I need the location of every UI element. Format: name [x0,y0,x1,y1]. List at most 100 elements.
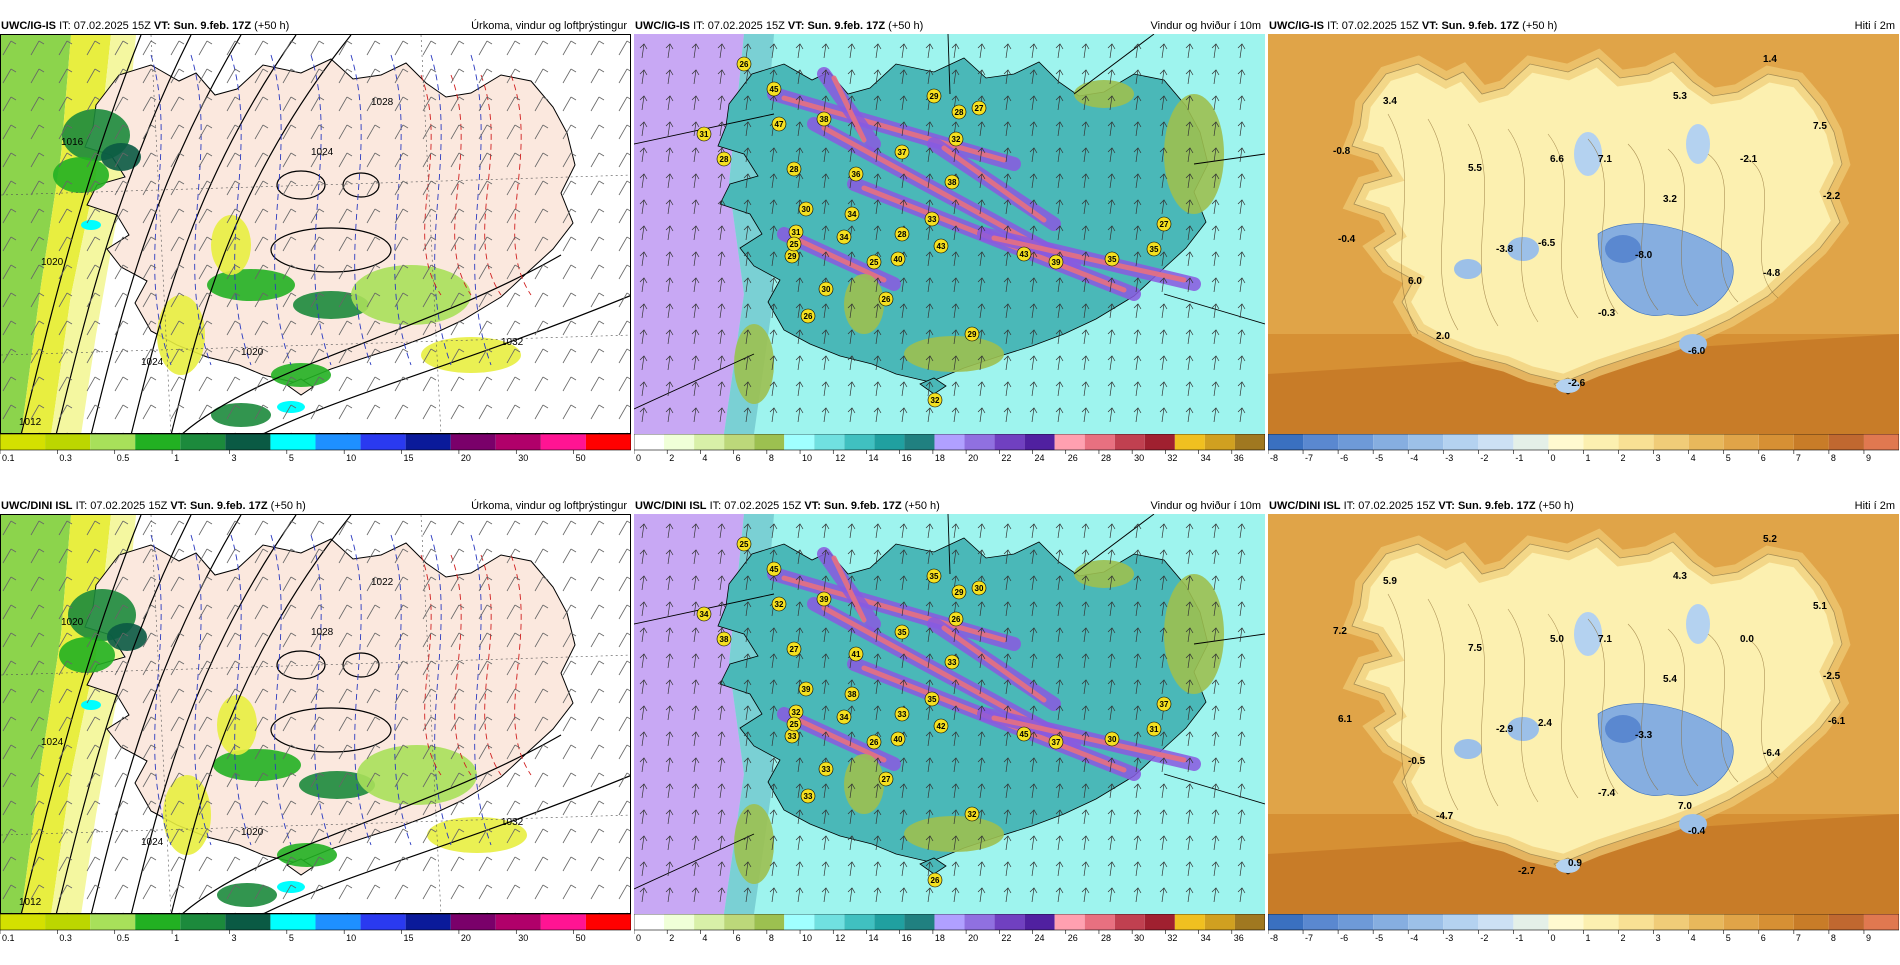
it-value: 07.02.2025 15Z [90,500,168,512]
svg-text:34: 34 [700,610,709,619]
isobar-label: 1024 [141,837,164,848]
gust-label: 27 [878,771,894,787]
colorbar-tick: -6 [1340,933,1348,942]
temperature-label: 3.2 [1663,194,1677,205]
colorbar-tick: 3 [1656,453,1661,462]
temperature-label: -4.8 [1763,268,1781,279]
temperature-label: -8.0 [1635,250,1653,261]
svg-text:26: 26 [804,312,813,321]
temperature-label: 7.5 [1813,121,1827,132]
colorbar-tick: -7 [1305,933,1313,942]
colorbar-tick: 28 [1101,933,1111,942]
gust-label: 26 [866,734,882,750]
temperature-label: -0.3 [1598,308,1616,319]
model-name: UWC/DINI ISL [1269,500,1341,512]
gust-label: 33 [894,706,910,722]
gust-label: 31 [788,224,804,240]
isobar-label: 1024 [41,737,64,748]
svg-text:29: 29 [930,92,939,101]
colorbar-tick: 50 [576,933,586,942]
svg-text:39: 39 [1052,258,1061,267]
temperature-label: 7.0 [1678,801,1692,812]
colorbar-tick: -5 [1375,453,1383,462]
gust-label: 43 [933,238,949,254]
svg-text:26: 26 [740,60,749,69]
colorbar-tick: -2 [1480,933,1488,942]
svg-text:31: 31 [792,228,801,237]
colorbar-tick: 1 [1586,933,1591,942]
colorbar-tick: -7 [1305,453,1313,462]
svg-text:30: 30 [1108,735,1117,744]
temperature-label: 5.4 [1663,674,1677,685]
gust-label: 45 [1016,726,1032,742]
wind-map: 25 45 34 38 32 39 27 35 29 30 41 35 26 33 35 39 38 34 32 33… [634,514,1265,914]
svg-text:34: 34 [848,210,857,219]
svg-text:31: 31 [1150,725,1159,734]
temp-colorbar: -8 -7 -6 -5 -4 -3 -2 -1 0 1 2 3 4 5 6 7 8 9 [1268,914,1899,942]
gust-label: 32 [771,596,787,612]
temperature-label: -6.4 [1763,748,1781,759]
colorbar-tick: 1 [174,933,179,942]
isobar-label: 1024 [311,147,334,158]
temp-panel-row0: UWC/IG-IS IT: 07.02.2025 15Z VT: Sun. 9.… [1268,15,1899,485]
svg-text:28: 28 [955,108,964,117]
it-label: IT: [693,20,705,32]
colorbar-tick: 20 [461,453,471,462]
colorbar-tick: 8 [1831,933,1836,942]
gust-label: 43 [1016,246,1032,262]
it-label: IT: [1327,20,1339,32]
temperature-label: 7.1 [1598,634,1612,645]
temperature-label: -3.3 [1635,730,1653,741]
colorbar-tick: 6 [1761,933,1766,942]
svg-text:33: 33 [804,792,813,801]
panel-header: UWC/DINI ISL IT: 07.02.2025 15Z VT: Sun.… [1268,499,1899,513]
it-value: 07.02.2025 15Z [707,20,785,32]
svg-text:25: 25 [790,720,799,729]
svg-text:40: 40 [894,255,903,264]
svg-text:30: 30 [802,205,811,214]
it-label: IT: [1343,500,1356,512]
colorbar-tick: 0.1 [2,453,15,462]
gust-label: 29 [926,88,942,104]
isobar-label: 1024 [141,357,164,368]
colorbar-tick: 2 [669,453,674,462]
gust-label: 38 [844,686,860,702]
temperature-label: -7.4 [1598,788,1616,799]
svg-text:33: 33 [822,765,831,774]
svg-text:32: 32 [968,810,977,819]
temperature-label: -2.7 [1518,866,1536,877]
gust-label: 32 [964,806,980,822]
gust-label: 27 [971,100,987,116]
gust-label: 39 [1048,254,1064,270]
temperature-label: 5.5 [1468,163,1482,174]
gust-label: 45 [766,81,782,97]
colorbar-tick: 12 [835,453,845,462]
gust-label: 28 [894,226,910,242]
gust-label: 29 [964,326,980,342]
svg-text:36: 36 [852,170,861,179]
temperature-label: -4.7 [1436,811,1454,822]
colorbar-tick: 0 [1550,453,1555,462]
isobar-label: 1020 [61,617,84,628]
colorbar-tick: -2 [1480,453,1488,462]
isobar-label: 1032 [501,337,524,348]
panel-title: Hiti í 2m [1854,20,1895,32]
gust-label: 28 [951,104,967,120]
svg-text:29: 29 [955,588,964,597]
gust-label: 31 [1146,721,1162,737]
colorbar-tick: -1 [1515,453,1523,462]
svg-text:28: 28 [720,155,729,164]
temperature-label: -0.8 [1333,146,1351,157]
svg-text:35: 35 [930,572,939,581]
temp-colorbar: -8 -7 -6 -5 -4 -3 -2 -1 0 1 2 3 4 5 6 7 8 9 [1268,434,1899,462]
svg-text:27: 27 [882,775,891,784]
gust-label: 35 [1104,251,1120,267]
temperature-label: 4.3 [1673,571,1687,582]
gust-label: 30 [798,201,814,217]
isobar-label: 1012 [19,417,42,428]
gust-label: 32 [927,392,943,408]
svg-text:25: 25 [790,240,799,249]
colorbar-tick: 26 [1068,453,1078,462]
colorbar-tick: -8 [1270,933,1278,942]
lead-time: (+50 h) [1538,500,1574,512]
